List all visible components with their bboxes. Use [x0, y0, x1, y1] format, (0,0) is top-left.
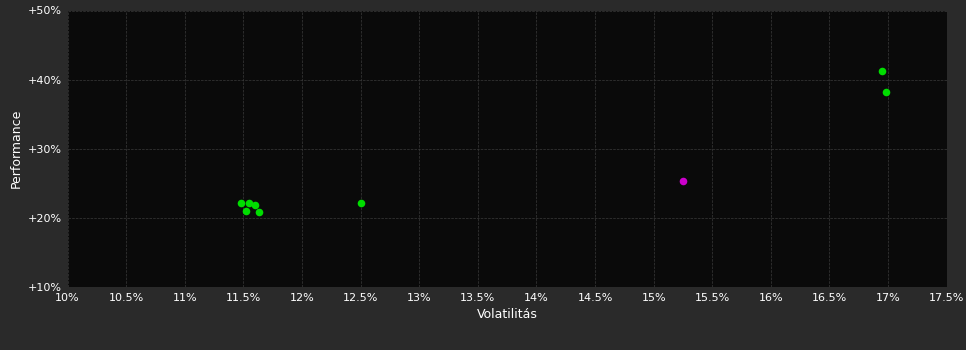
Point: [675, 178, 691, 184]
Point: [874, 68, 890, 74]
Point: [247, 203, 263, 208]
Point: [238, 208, 253, 214]
Point: [242, 201, 257, 206]
Point: [234, 200, 249, 205]
Point: [878, 89, 894, 95]
X-axis label: Volatilitás: Volatilitás: [476, 308, 538, 321]
Point: [251, 209, 267, 215]
Point: [353, 200, 368, 205]
Y-axis label: Performance: Performance: [10, 109, 22, 188]
